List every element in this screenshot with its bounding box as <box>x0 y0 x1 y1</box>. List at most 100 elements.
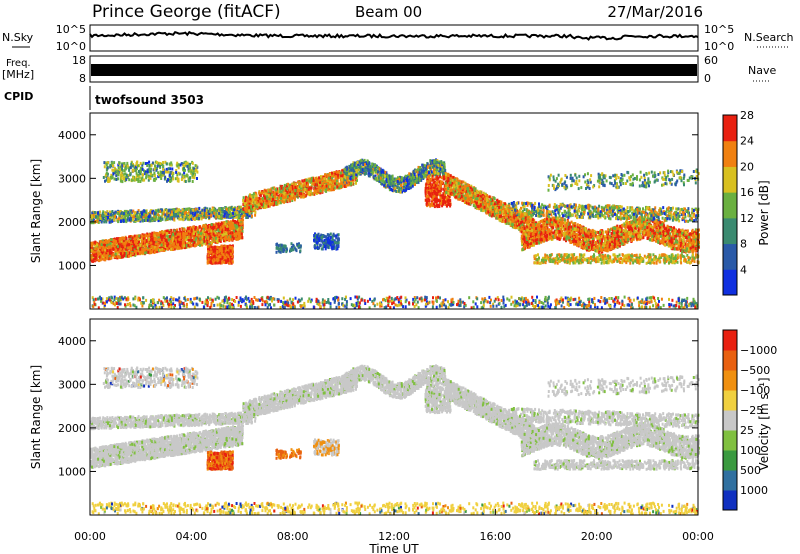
echo-cell <box>281 200 283 203</box>
echo-cell <box>220 237 222 240</box>
echo-cell <box>97 252 99 255</box>
echo-cell <box>233 208 235 211</box>
echo-cell <box>226 212 228 215</box>
echo-cell <box>209 228 211 231</box>
echo-cell <box>171 213 173 216</box>
echo-cell <box>198 234 200 237</box>
echo-cell <box>233 237 235 240</box>
echo-cell <box>218 215 220 218</box>
echo-cell <box>268 194 270 197</box>
echo-cell <box>202 230 204 233</box>
noise-left-label: N.Sky <box>2 31 34 44</box>
echo-cell <box>255 197 257 200</box>
echo-cell <box>199 225 201 228</box>
echo-cell <box>134 246 136 249</box>
echo-cell <box>272 198 274 201</box>
echo-cell <box>230 214 232 217</box>
echo-cell <box>340 185 342 188</box>
echo-cell <box>119 238 121 241</box>
echo-cell <box>147 219 149 222</box>
echo-cell <box>140 244 142 247</box>
echo-cell <box>236 238 238 241</box>
echo-cell <box>310 180 312 183</box>
echo-cell <box>99 211 101 214</box>
echo-cell <box>219 207 221 210</box>
noise-right-label: N.Search <box>744 31 794 44</box>
echo-cell <box>243 211 245 214</box>
echo-cell <box>347 183 349 186</box>
echo-cell <box>106 249 108 252</box>
echo-cell <box>154 212 156 215</box>
echo-cell <box>265 192 267 195</box>
echo-cell <box>272 202 274 205</box>
echo-cell <box>338 171 340 174</box>
echo-cell <box>216 258 218 261</box>
echo-cell <box>226 208 228 211</box>
echo-cell <box>258 204 260 207</box>
echo-cell <box>187 218 189 221</box>
echo-cell <box>226 261 228 264</box>
echo-cell <box>103 220 105 223</box>
echo-cell <box>230 207 232 210</box>
echo-cell <box>277 199 279 202</box>
echo-cell <box>308 191 310 194</box>
echo-cell <box>298 189 300 192</box>
echo-cell <box>315 190 317 193</box>
echo-cell <box>266 205 268 208</box>
echo-cell <box>96 243 98 246</box>
echo-cell <box>230 250 232 253</box>
echo-cell <box>312 182 314 185</box>
echo-cell <box>303 184 305 187</box>
echo-cell <box>245 208 247 211</box>
echo-cell <box>196 243 198 246</box>
echo-cell <box>324 173 326 176</box>
echo-cell <box>117 220 119 223</box>
echo-cell <box>231 221 233 224</box>
echo-cell <box>176 209 178 212</box>
echo-cell <box>303 179 305 182</box>
freq-left-tick-top: 18 <box>72 54 86 67</box>
echo-cell <box>344 185 346 188</box>
echo-cell <box>160 234 162 237</box>
echo-cell <box>232 260 234 263</box>
echo-cell <box>355 182 357 185</box>
echo-cell <box>94 241 96 244</box>
echo-cell <box>158 217 160 220</box>
echo-cell <box>142 251 144 254</box>
echo-cell <box>138 216 140 219</box>
echo-cell <box>137 246 139 249</box>
echo-cell <box>114 215 116 218</box>
echo-cell <box>129 246 131 249</box>
echo-cell <box>105 220 107 223</box>
echo-cell <box>327 182 329 185</box>
beam-title: Beam 00 <box>355 3 422 21</box>
echo-cell <box>177 233 179 236</box>
echo-cell <box>301 179 303 182</box>
noise-panel: N.Sky 10^5 10^0 10^5 10^0 N.Search <box>2 23 794 53</box>
echo-cell <box>260 194 262 197</box>
echo-cell <box>183 228 185 231</box>
echo-cell <box>232 248 234 251</box>
echo-cell <box>274 191 276 194</box>
echo-cell <box>237 211 239 214</box>
echo-cell <box>203 225 205 228</box>
echo-cell <box>133 212 135 215</box>
echo-cell <box>224 233 226 236</box>
echo-cell <box>125 220 127 223</box>
echo-cell <box>230 253 232 256</box>
echo-cell <box>127 251 129 254</box>
echo-cell <box>213 250 215 253</box>
noise-left-tick-top: 10^5 <box>56 23 86 36</box>
echo-cell <box>280 197 282 200</box>
echo-cell <box>205 212 207 215</box>
cpid-panel: CPID twofsound 3503 <box>4 86 204 110</box>
echo-cell <box>335 175 337 178</box>
echo-cell <box>166 232 168 235</box>
echo-cell <box>158 238 160 241</box>
echo-cell <box>269 189 271 192</box>
echo-cell <box>219 233 221 236</box>
echo-cell <box>162 218 164 221</box>
echo-cell <box>163 239 165 242</box>
echo-cell <box>174 233 176 236</box>
echo-cell <box>200 215 202 218</box>
